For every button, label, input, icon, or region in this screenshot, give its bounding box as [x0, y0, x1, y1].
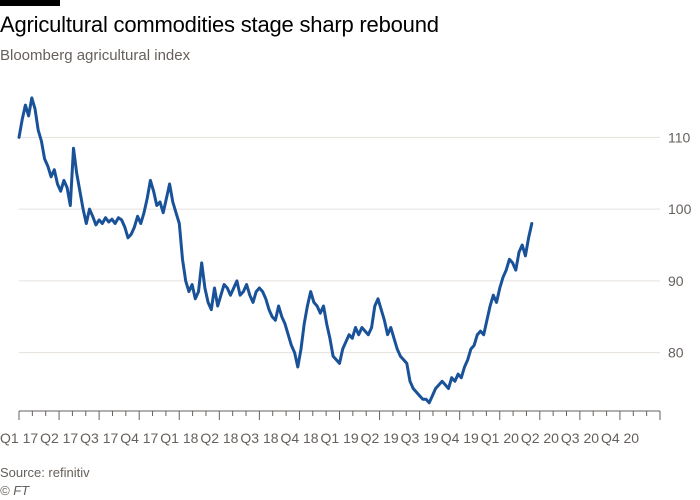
x-tick-label: Q3 20: [561, 430, 599, 446]
x-tick-label: Q1 18: [160, 430, 198, 446]
x-axis: Q1 17 Q2 17 Q3 17 Q4 17 Q1 18 Q2 18 Q3 18 Q4 18…: [0, 410, 661, 446]
source-note: Source: refinitiv: [0, 465, 90, 480]
x-tick-label: Q4 17: [120, 430, 158, 446]
y-tick-label: 110: [668, 129, 691, 145]
x-tick-label: Q3 19: [401, 430, 439, 446]
x-tick-label: Q3 18: [240, 430, 278, 446]
copyright-note: © FT: [0, 483, 30, 498]
x-tick-label: Q3 17: [80, 430, 118, 446]
x-tick-label: Q2 18: [200, 430, 238, 446]
gridlines: [19, 136, 660, 354]
x-tick-label: Q4 20: [601, 430, 639, 446]
brand-bar: [0, 0, 60, 6]
chart-subtitle: Bloomberg agricultural index: [0, 47, 191, 64]
y-tick-label: 100: [668, 201, 692, 217]
chart-title: Agricultural commodities stage sharp reb…: [0, 12, 439, 37]
x-tick-label: Q1 20: [481, 430, 519, 446]
x-tick-label: Q4 19: [441, 430, 479, 446]
x-tick-label: Q1 19: [321, 430, 359, 446]
y-tick-label: 90: [668, 273, 684, 289]
x-tick-label: Q2 17: [40, 430, 78, 446]
series-line-0: [17, 96, 534, 405]
y-tick-label: 80: [668, 345, 684, 361]
x-tick-label: Q4 18: [280, 430, 318, 446]
x-tick-label: Q2 19: [361, 430, 399, 446]
x-tick-label: Q2 20: [521, 430, 559, 446]
x-tick-label: Q1 17: [0, 430, 38, 446]
y-axis-ticks: 80 90 100 110: [668, 129, 692, 360]
series-lines: [17, 96, 534, 405]
